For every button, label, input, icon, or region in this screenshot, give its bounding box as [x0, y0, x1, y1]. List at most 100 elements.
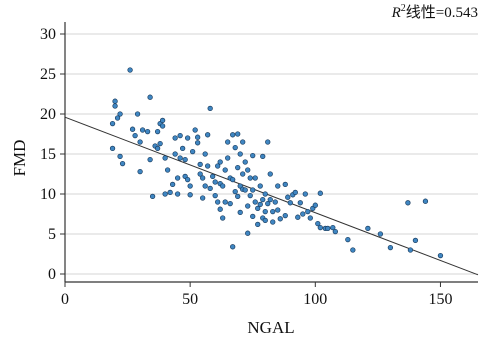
data-point: [202, 183, 208, 189]
data-point: [112, 98, 118, 104]
data-point: [365, 225, 371, 232]
data-point: [159, 123, 166, 129]
data-point: [200, 195, 206, 201]
data-point: [292, 189, 298, 196]
data-point: [162, 155, 168, 161]
data-point: [139, 127, 146, 133]
data-point: [267, 196, 273, 203]
data-point: [195, 134, 201, 140]
data-point: [172, 135, 178, 141]
data-point: [212, 179, 218, 185]
data-point: [184, 176, 191, 183]
data-point: [377, 231, 384, 237]
data-point: [179, 145, 186, 152]
data-point: [312, 202, 318, 208]
data-point: [192, 127, 198, 133]
data-point: [117, 111, 123, 117]
data-point: [220, 215, 226, 221]
data-point: [172, 151, 178, 157]
data-point: [127, 67, 133, 73]
data-point: [405, 200, 411, 206]
data-point: [212, 192, 218, 199]
data-point: [265, 200, 271, 207]
data-point: [247, 192, 253, 199]
data-point: [252, 175, 258, 181]
data-point: [422, 198, 429, 204]
data-point: [227, 200, 233, 207]
data-point: [149, 193, 156, 200]
data-point: [197, 171, 203, 177]
r-squared-symbol: R: [391, 5, 401, 21]
data-point: [202, 151, 208, 157]
data-point: [240, 171, 246, 177]
y-tick-label: 15: [40, 146, 56, 163]
data-point: [297, 200, 303, 206]
data-point: [215, 199, 221, 205]
data-point: [177, 132, 183, 139]
data-point: [147, 156, 153, 163]
data-point: [407, 247, 414, 253]
data-point: [305, 208, 311, 215]
regression-line: [64, 116, 479, 276]
data-point: [250, 213, 256, 220]
data-point: [262, 208, 268, 215]
y-tick-label: 5: [48, 226, 56, 243]
data-point: [137, 168, 143, 175]
data-point: [242, 159, 248, 165]
data-point: [287, 200, 293, 206]
data-point: [129, 126, 136, 132]
data-point: [257, 183, 263, 189]
data-point: [132, 132, 138, 139]
data-point: [267, 171, 273, 177]
data-point: [250, 187, 256, 193]
r-squared-superscript: 2: [401, 3, 406, 14]
data-point: [182, 156, 188, 163]
data-point: [270, 208, 276, 215]
data-point: [200, 175, 206, 181]
data-point: [207, 185, 213, 192]
data-point: [295, 214, 301, 220]
data-point: [164, 167, 171, 173]
data-point: [187, 183, 193, 189]
data-point: [387, 244, 394, 251]
data-point: [167, 189, 173, 196]
data-point: [222, 167, 228, 173]
data-point: [159, 117, 166, 124]
y-tick-label: 0: [48, 266, 56, 283]
data-point: [154, 128, 161, 135]
y-tick-label: 30: [40, 26, 56, 43]
data-point: [277, 216, 283, 222]
data-point: [144, 128, 151, 135]
data-point: [230, 244, 236, 250]
data-point: [260, 153, 266, 160]
data-point: [300, 211, 306, 217]
data-point: [210, 173, 216, 180]
data-point: [330, 224, 336, 231]
x-tick-label: 150: [428, 291, 452, 308]
y-tick-label: 20: [40, 106, 56, 123]
data-point: [317, 190, 323, 196]
data-point: [230, 132, 236, 138]
data-point: [195, 140, 201, 146]
data-point: [230, 176, 236, 183]
x-axis-title: NGAL: [247, 318, 294, 337]
data-point: [317, 224, 323, 231]
data-point: [205, 163, 211, 169]
data-point: [207, 105, 213, 112]
data-point: [134, 111, 141, 117]
data-point: [240, 139, 246, 145]
data-point: [190, 148, 196, 155]
data-point: [315, 220, 321, 227]
point-layer: [109, 67, 444, 259]
data-point: [235, 193, 241, 200]
data-point: [412, 237, 419, 244]
data-point: [114, 115, 121, 121]
data-point: [285, 194, 291, 200]
data-point: [197, 161, 203, 168]
axis-layer: [60, 22, 478, 287]
data-point: [260, 196, 266, 203]
data-point: [265, 139, 271, 145]
data-point: [235, 164, 241, 171]
data-point: [109, 120, 116, 127]
